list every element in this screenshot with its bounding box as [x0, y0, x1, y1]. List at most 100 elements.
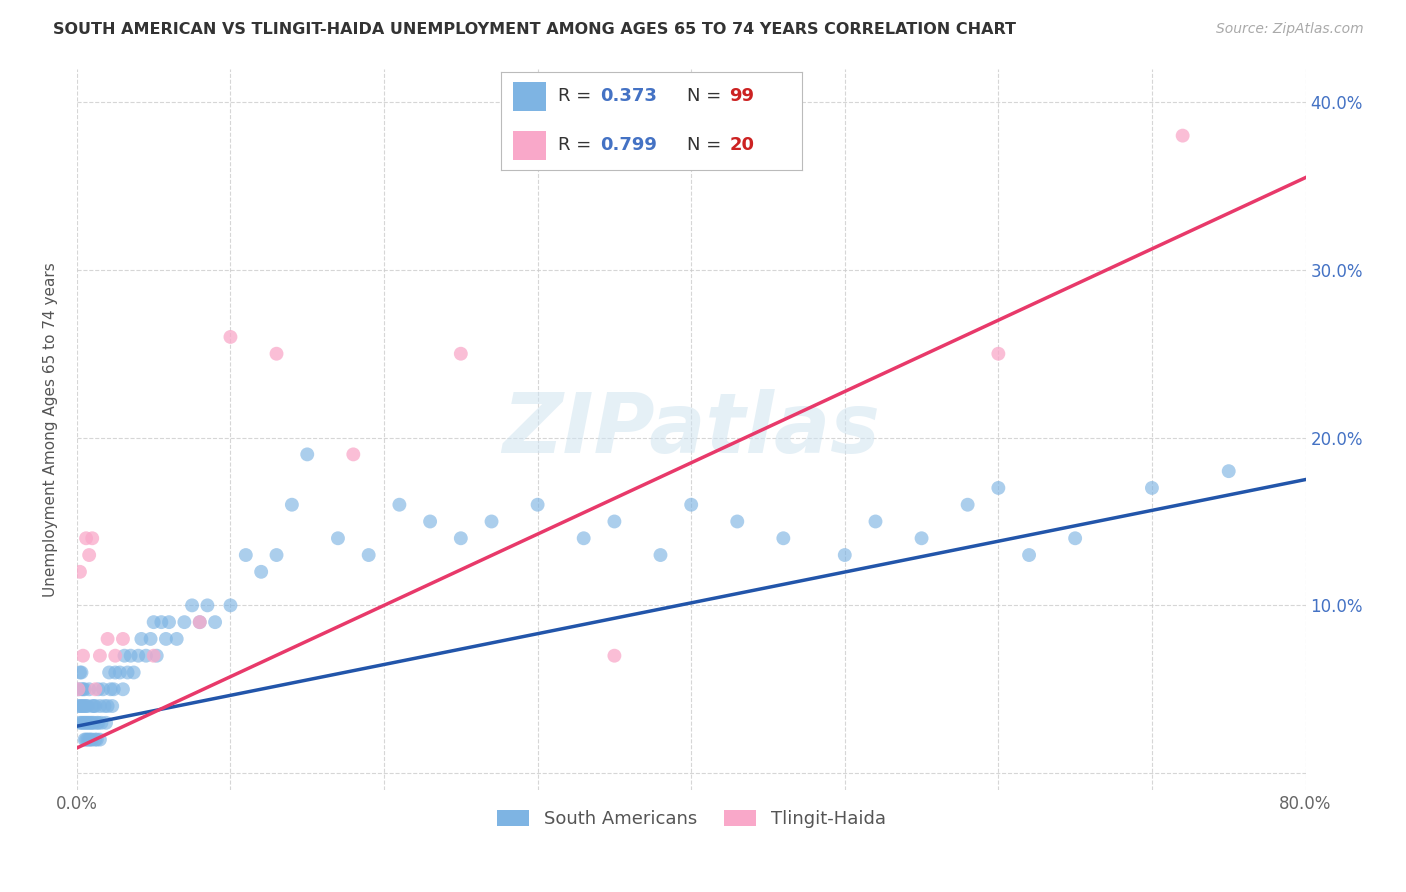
- Point: [145, 648, 167, 663]
- Point: [93, 699, 115, 714]
- Point: [76, 715, 98, 730]
- Point: [70, 715, 93, 730]
- Point: [100, 682, 122, 697]
- Point: [104, 665, 127, 680]
- Point: [111, 632, 134, 646]
- Point: [219, 330, 242, 344]
- Point: [83, 699, 105, 714]
- Point: [188, 615, 211, 629]
- Point: [1064, 531, 1087, 545]
- Point: [67, 682, 90, 697]
- Point: [67, 699, 90, 714]
- Point: [84, 699, 107, 714]
- Point: [89, 648, 111, 663]
- Point: [72, 715, 94, 730]
- Point: [281, 498, 304, 512]
- Point: [142, 615, 165, 629]
- Point: [131, 632, 153, 646]
- Point: [326, 531, 349, 545]
- Point: [104, 648, 127, 663]
- Point: [450, 531, 472, 545]
- Point: [103, 682, 125, 697]
- Point: [75, 699, 97, 714]
- Point: [76, 732, 98, 747]
- Point: [572, 531, 595, 545]
- Point: [75, 715, 97, 730]
- Point: [188, 615, 211, 629]
- Point: [80, 715, 103, 730]
- Point: [122, 665, 145, 680]
- Point: [82, 732, 104, 747]
- Point: [101, 699, 124, 714]
- Point: [82, 531, 104, 545]
- Point: [865, 515, 887, 529]
- Point: [114, 648, 136, 663]
- Point: [235, 548, 257, 562]
- Point: [73, 682, 96, 697]
- Point: [77, 732, 100, 747]
- Point: [219, 599, 242, 613]
- Point: [72, 648, 94, 663]
- Point: [1218, 464, 1240, 478]
- Point: [70, 682, 93, 697]
- Point: [75, 531, 97, 545]
- Point: [73, 715, 96, 730]
- Point: [90, 715, 112, 730]
- Point: [834, 548, 856, 562]
- Point: [725, 515, 748, 529]
- Point: [69, 715, 91, 730]
- Point: [526, 498, 548, 512]
- Point: [419, 515, 441, 529]
- Point: [603, 515, 626, 529]
- Y-axis label: Unemployment Among Ages 65 to 74 years: Unemployment Among Ages 65 to 74 years: [44, 262, 58, 597]
- Point: [89, 699, 111, 714]
- Point: [166, 632, 188, 646]
- Point: [1171, 128, 1194, 143]
- Point: [987, 481, 1010, 495]
- Point: [69, 665, 91, 680]
- Point: [77, 548, 100, 562]
- Point: [82, 699, 104, 714]
- Point: [72, 682, 94, 697]
- Point: [181, 599, 204, 613]
- Point: [204, 615, 226, 629]
- Point: [117, 665, 139, 680]
- Point: [603, 648, 626, 663]
- Text: Source: ZipAtlas.com: Source: ZipAtlas.com: [1216, 22, 1364, 37]
- Point: [70, 665, 93, 680]
- Point: [69, 565, 91, 579]
- Point: [388, 498, 411, 512]
- Point: [69, 699, 91, 714]
- Point: [650, 548, 672, 562]
- Point: [70, 699, 93, 714]
- Point: [139, 632, 162, 646]
- Point: [297, 447, 319, 461]
- Legend: South Americans, Tlingit-Haida: South Americans, Tlingit-Haida: [489, 802, 893, 835]
- Point: [86, 715, 108, 730]
- Point: [84, 682, 107, 697]
- Point: [72, 699, 94, 714]
- Point: [87, 715, 110, 730]
- Point: [157, 615, 180, 629]
- Point: [108, 665, 131, 680]
- Point: [97, 632, 120, 646]
- Point: [91, 682, 114, 697]
- Point: [135, 648, 157, 663]
- Point: [75, 732, 97, 747]
- Point: [450, 347, 472, 361]
- Point: [150, 615, 173, 629]
- Point: [87, 682, 110, 697]
- Point: [1018, 548, 1040, 562]
- Point: [86, 732, 108, 747]
- Point: [73, 732, 96, 747]
- Point: [77, 682, 100, 697]
- Point: [94, 715, 117, 730]
- Point: [481, 515, 503, 529]
- Point: [266, 548, 288, 562]
- Point: [127, 648, 149, 663]
- Text: SOUTH AMERICAN VS TLINGIT-HAIDA UNEMPLOYMENT AMONG AGES 65 TO 74 YEARS CORRELATI: SOUTH AMERICAN VS TLINGIT-HAIDA UNEMPLOY…: [53, 22, 1017, 37]
- Point: [82, 715, 104, 730]
- Point: [956, 498, 979, 512]
- Point: [98, 665, 121, 680]
- Point: [76, 699, 98, 714]
